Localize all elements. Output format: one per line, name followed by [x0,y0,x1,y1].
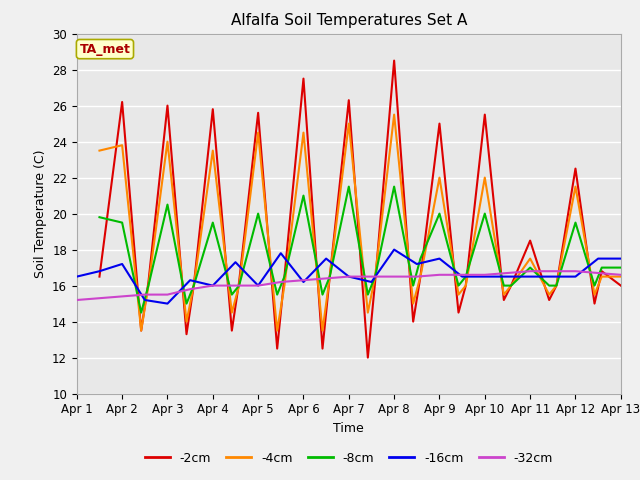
X-axis label: Time: Time [333,422,364,435]
Title: Alfalfa Soil Temperatures Set A: Alfalfa Soil Temperatures Set A [230,13,467,28]
Text: TA_met: TA_met [79,43,131,56]
Y-axis label: Soil Temperature (C): Soil Temperature (C) [33,149,47,278]
Legend: -2cm, -4cm, -8cm, -16cm, -32cm: -2cm, -4cm, -8cm, -16cm, -32cm [140,447,558,469]
